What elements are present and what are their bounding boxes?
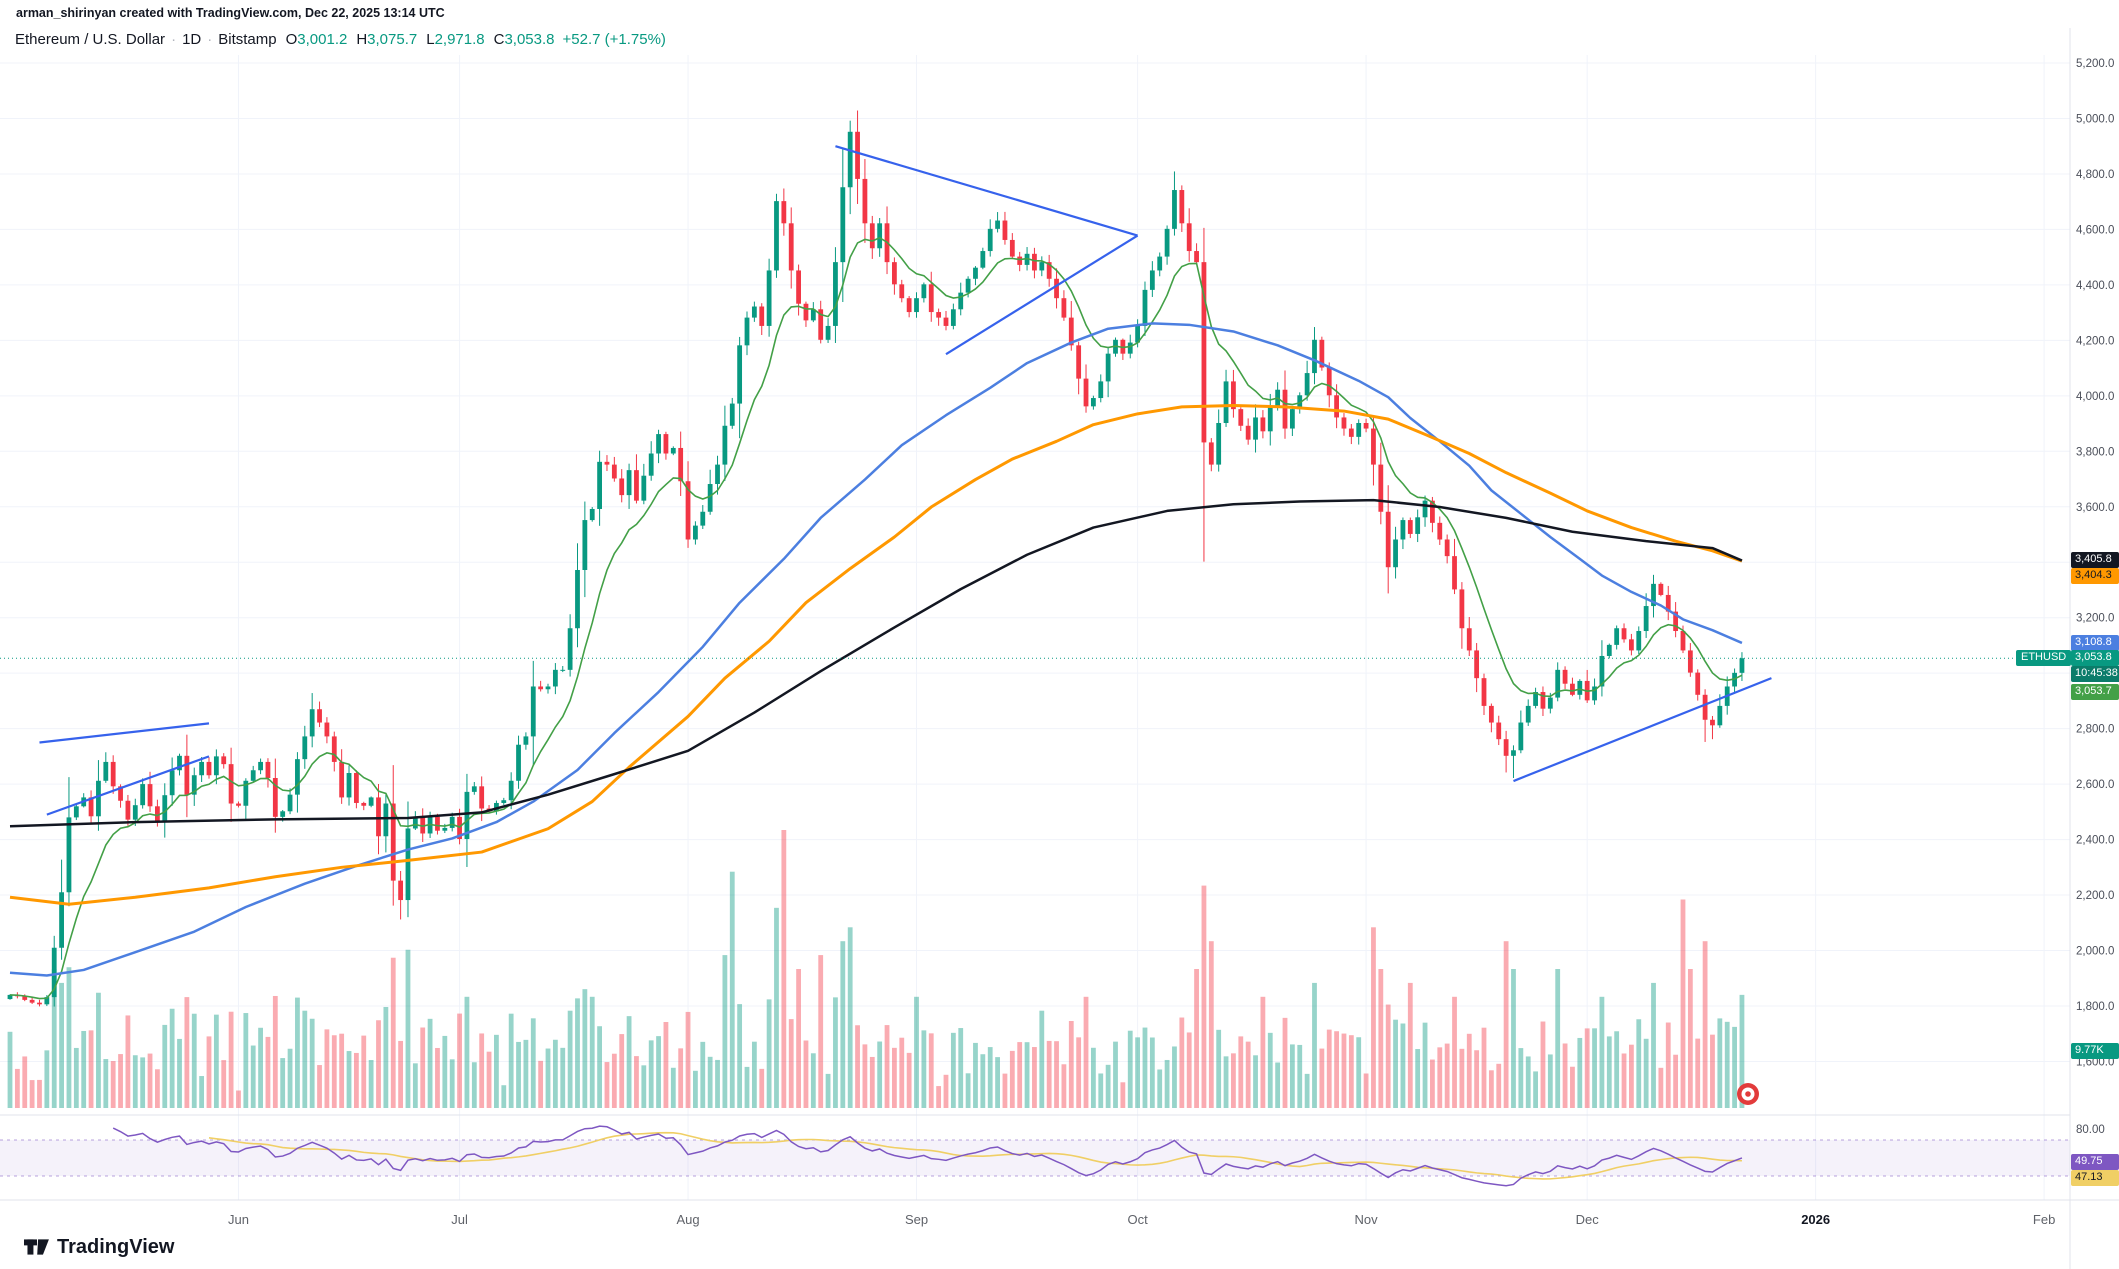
rsi-value-badge: 49.75 — [2071, 1154, 2119, 1170]
price-axis-label[interactable]: 2,600.0 — [2076, 779, 2114, 791]
time-axis-label[interactable]: Jul — [451, 1212, 468, 1227]
price-axis-label[interactable]: 4,000.0 — [2076, 391, 2114, 403]
price-axis-label[interactable]: 5,200.0 — [2076, 58, 2114, 70]
trendline[interactable] — [46, 755, 210, 816]
interval-label[interactable]: 1D — [182, 31, 202, 48]
trendlines-layer[interactable] — [39, 145, 1772, 816]
misc-layer — [1737, 1083, 1759, 1105]
price-axis-label[interactable]: 2,000.0 — [2076, 946, 2114, 958]
trendline[interactable] — [835, 145, 1138, 237]
rsi-ma-line — [208, 1131, 1742, 1180]
time-axis-label[interactable]: Feb — [2033, 1212, 2055, 1227]
moving-averages-layer — [9, 236, 1743, 1000]
time-axis-label[interactable]: Jun — [228, 1212, 249, 1227]
open-label: O — [285, 31, 298, 48]
trendline[interactable] — [945, 234, 1139, 356]
ma50-line — [9, 322, 1743, 977]
separator-dot: · — [207, 31, 213, 48]
last-price-badge: 3,053.8 — [2071, 650, 2119, 666]
grid-layer — [0, 55, 2070, 1200]
low-label: L — [426, 31, 435, 48]
time-axis-label[interactable]: 2026 — [1801, 1212, 1830, 1227]
close-label: C — [493, 31, 505, 48]
axis-layer[interactable]: 5,200.0 5,000.0 4,800.0 4,600.0 4,400.0 4,200… — [0, 28, 2119, 1269]
high-label: H — [356, 31, 368, 48]
rsi-band-layer — [0, 1139, 2070, 1177]
rsi-axis-label[interactable]: 80.00 — [2076, 1124, 2105, 1136]
high-value: 3,075.7 — [367, 31, 418, 48]
trendline[interactable] — [1513, 677, 1772, 783]
price-axis-label[interactable]: 4,200.0 — [2076, 335, 2114, 347]
time-axis-label[interactable]: Dec — [1576, 1212, 1600, 1227]
ma200-line — [9, 498, 1743, 828]
symbol-legend[interactable]: Ethereum / U.S. Dollar · 1D · Bitstamp O3,001… — [15, 31, 666, 48]
price-axis-label[interactable]: 4,400.0 — [2076, 280, 2114, 292]
ma-fast-line — [9, 236, 1743, 1000]
rsi-lines-layer — [112, 1125, 1743, 1187]
ma200-price-badge: 3,405.8 — [2071, 552, 2119, 568]
tradingview-logo[interactable]: TradingView — [24, 1234, 174, 1260]
price-axis-label[interactable]: 4,800.0 — [2076, 169, 2114, 181]
close-value: 3,053.8 — [504, 31, 555, 48]
tradingview-wordmark: TradingView — [57, 1235, 175, 1258]
tradingview-logo-icon — [24, 1239, 49, 1255]
candles-layer[interactable] — [7, 110, 1745, 1007]
trendline[interactable] — [39, 722, 210, 744]
time-axis-label[interactable]: Nov — [1355, 1212, 1379, 1227]
separator-dot: · — [171, 31, 177, 48]
ma100-price-badge: 3,404.3 — [2071, 568, 2119, 584]
ma100-line — [9, 404, 1743, 906]
ma50-price-badge: 3,108.8 — [2071, 635, 2119, 651]
change-value: +52.7 (+1.75%) — [562, 31, 666, 48]
price-axis-label[interactable]: 3,800.0 — [2076, 446, 2114, 458]
symbol-tag-badge: ETHUSD — [2016, 650, 2072, 666]
time-axis-label[interactable]: Aug — [676, 1212, 699, 1227]
bar-countdown-badge: 10:45:38 — [2071, 666, 2119, 682]
price-axis-label[interactable]: 2,200.0 — [2076, 890, 2114, 902]
volume-value-badge: 9.77K — [2071, 1043, 2119, 1059]
price-axis-label[interactable]: 4,600.0 — [2076, 224, 2114, 236]
price-axis-label[interactable]: 3,600.0 — [2076, 502, 2114, 514]
time-axis-label[interactable]: Oct — [1127, 1212, 1148, 1227]
alert-level-badge: 3,053.7 — [2071, 684, 2119, 700]
exchange-label: Bitstamp — [218, 31, 277, 48]
open-value: 3,001.2 — [297, 31, 348, 48]
price-axis-label[interactable]: 2,800.0 — [2076, 724, 2114, 736]
time-axis-label[interactable]: Sep — [905, 1212, 928, 1227]
credit-line: arman_shirinyan created with TradingView… — [16, 6, 445, 20]
low-value: 2,971.8 — [434, 31, 485, 48]
rsi-line — [112, 1125, 1743, 1187]
price-axis-label[interactable]: 2,400.0 — [2076, 835, 2114, 847]
price-axis-label[interactable]: 1,600.0 — [2076, 1056, 2114, 1068]
price-axis-label[interactable]: 5,000.0 — [2076, 113, 2114, 125]
price-axis-label[interactable]: 3,200.0 — [2076, 613, 2114, 625]
price-axis-label[interactable]: 1,800.0 — [2076, 1001, 2114, 1013]
symbol-name[interactable]: Ethereum / U.S. Dollar — [15, 31, 166, 48]
volume-layer — [7, 830, 1745, 1108]
rsi-ma-value-badge: 47.13 — [2071, 1170, 2119, 1186]
